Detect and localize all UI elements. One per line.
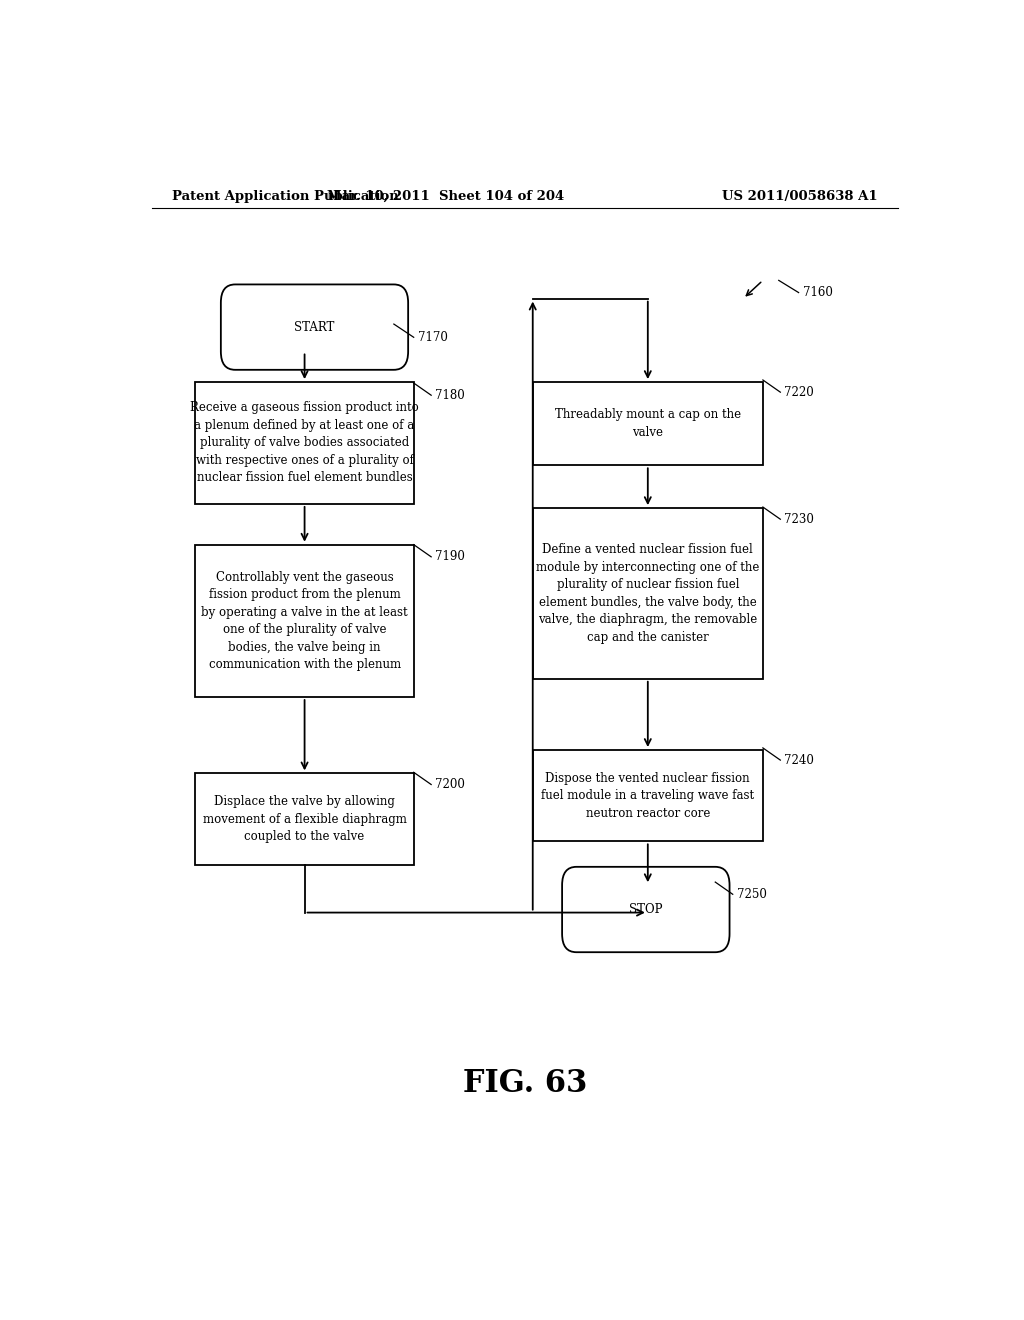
Bar: [196, 774, 414, 865]
Text: Threadably mount a cap on the
valve: Threadably mount a cap on the valve: [555, 408, 741, 440]
Bar: [532, 508, 763, 678]
Bar: [196, 545, 414, 697]
Text: Controllably vent the gaseous
fission product from the plenum
by operating a val: Controllably vent the gaseous fission pr…: [202, 570, 408, 671]
Text: Patent Application Publication: Patent Application Publication: [172, 190, 398, 202]
Text: 7220: 7220: [784, 385, 814, 399]
Bar: [532, 750, 763, 841]
FancyBboxPatch shape: [562, 867, 729, 952]
Text: 7240: 7240: [784, 754, 814, 767]
Text: 7160: 7160: [803, 286, 833, 300]
Text: 7230: 7230: [784, 512, 814, 525]
Text: 7200: 7200: [435, 777, 465, 791]
FancyBboxPatch shape: [221, 284, 409, 370]
Text: Receive a gaseous fission product into
a plenum defined by at least one of a
plu: Receive a gaseous fission product into a…: [190, 401, 419, 484]
Text: 7190: 7190: [435, 550, 465, 564]
Text: 7250: 7250: [736, 888, 767, 900]
Text: 7170: 7170: [418, 331, 447, 343]
Text: STOP: STOP: [629, 903, 663, 916]
Bar: [196, 381, 414, 504]
Text: Dispose the vented nuclear fission
fuel module in a traveling wave fast
neutron : Dispose the vented nuclear fission fuel …: [542, 772, 755, 820]
Text: 7180: 7180: [435, 388, 465, 401]
Text: Displace the valve by allowing
movement of a flexible diaphragm
coupled to the v: Displace the valve by allowing movement …: [203, 795, 407, 843]
Text: Define a vented nuclear fission fuel
module by interconnecting one of the
plural: Define a vented nuclear fission fuel mod…: [537, 543, 760, 644]
Text: START: START: [294, 321, 335, 334]
Bar: [532, 381, 763, 466]
Text: FIG. 63: FIG. 63: [463, 1068, 587, 1098]
Text: Mar. 10, 2011  Sheet 104 of 204: Mar. 10, 2011 Sheet 104 of 204: [327, 190, 564, 202]
Text: US 2011/0058638 A1: US 2011/0058638 A1: [722, 190, 878, 202]
